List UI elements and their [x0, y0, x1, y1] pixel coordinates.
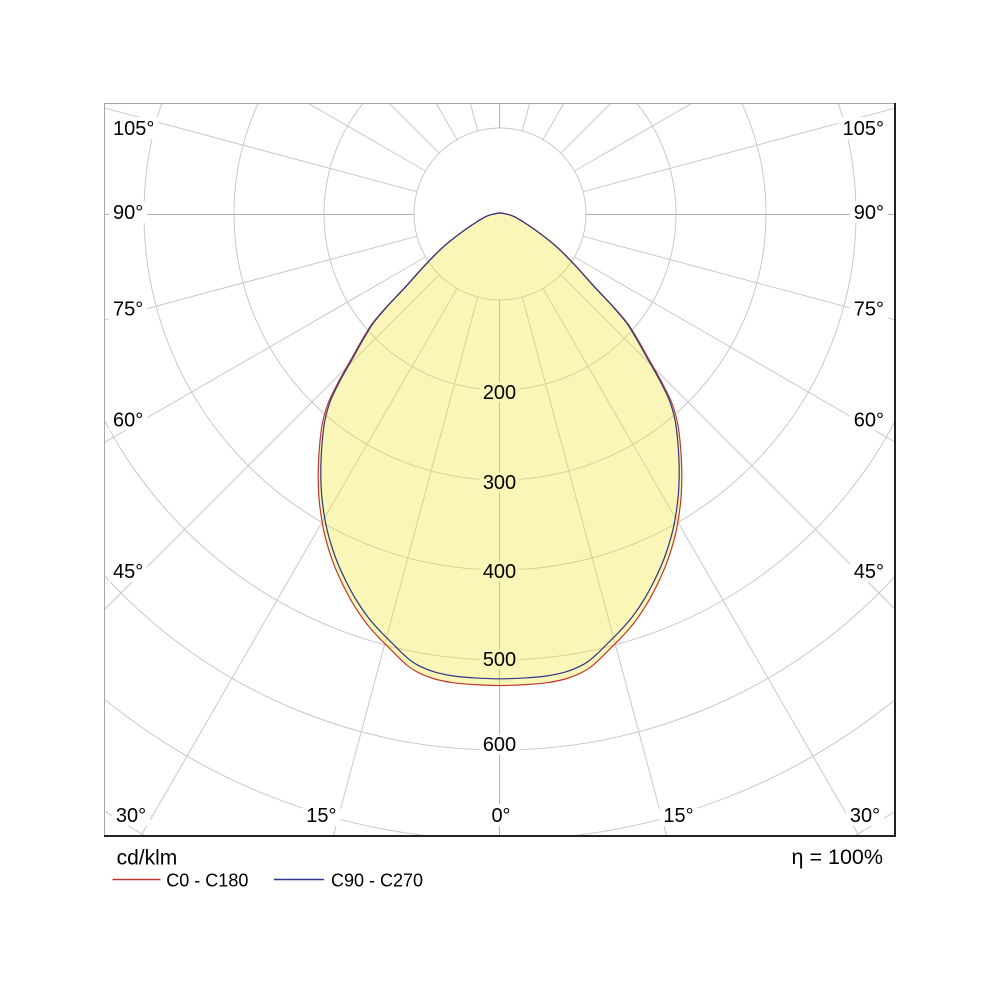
svg-text:90°: 90°	[854, 202, 884, 224]
svg-text:C90 - C270: C90 - C270	[331, 870, 423, 890]
svg-text:400: 400	[483, 561, 516, 583]
svg-text:200: 200	[483, 382, 516, 404]
svg-text:45°: 45°	[854, 561, 884, 583]
svg-text:75°: 75°	[854, 298, 884, 320]
svg-text:15°: 15°	[663, 805, 693, 827]
svg-text:75°: 75°	[113, 298, 143, 320]
svg-text:30°: 30°	[850, 805, 880, 827]
svg-text:90°: 90°	[113, 202, 143, 224]
svg-text:45°: 45°	[113, 561, 143, 583]
svg-text:300: 300	[483, 472, 516, 494]
svg-text:30°: 30°	[116, 805, 146, 827]
svg-text:η = 100%: η = 100%	[792, 845, 883, 869]
svg-text:500: 500	[483, 649, 516, 671]
svg-text:60°: 60°	[854, 409, 884, 431]
svg-text:15°: 15°	[306, 805, 336, 827]
svg-text:C0 - C180: C0 - C180	[166, 870, 248, 890]
svg-text:105°: 105°	[113, 118, 154, 140]
svg-text:cd/klm: cd/klm	[117, 847, 178, 870]
svg-text:600: 600	[483, 734, 516, 756]
svg-text:60°: 60°	[113, 409, 143, 431]
svg-text:0°: 0°	[491, 805, 510, 827]
svg-text:105°: 105°	[843, 118, 884, 140]
